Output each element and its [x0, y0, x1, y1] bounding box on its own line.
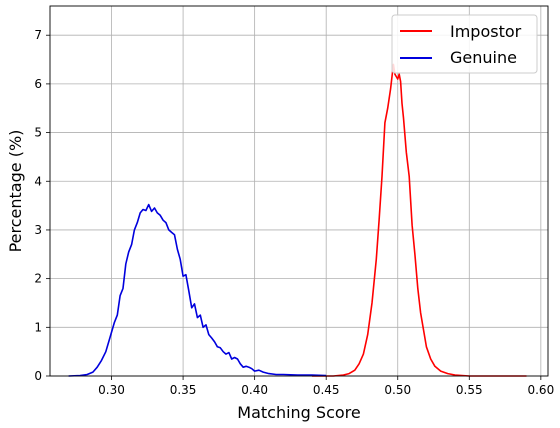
series-layer — [68, 63, 527, 377]
y-tick-label: 5 — [34, 126, 42, 140]
x-tick-label: 0.40 — [241, 383, 268, 397]
x-tick-label: 0.55 — [456, 383, 483, 397]
axis-ticks: 0.30 0.35 0.40 0.45 0.50 0.55 0.60 0 1 2 3 4 5 6 7 — [34, 28, 554, 397]
x-tick-label: 0.35 — [170, 383, 197, 397]
legend-label-impostor: Impostor — [450, 22, 522, 41]
x-tick-label: 0.50 — [384, 383, 411, 397]
y-tick-label: 0 — [34, 369, 42, 383]
y-axis-label: Percentage (%) — [6, 130, 25, 253]
y-tick-label: 3 — [34, 223, 42, 237]
x-tick-label: 0.30 — [98, 383, 125, 397]
y-tick-label: 2 — [34, 272, 42, 286]
y-tick-label: 7 — [34, 28, 42, 42]
series-line-genuine — [68, 203, 327, 377]
x-tick-label: 0.45 — [313, 383, 340, 397]
legend-label-genuine: Genuine — [450, 48, 517, 67]
series-line-impostor — [311, 63, 527, 377]
y-tick-label: 1 — [34, 320, 42, 334]
plot-frame — [49, 5, 549, 377]
x-axis-label: Matching Score — [237, 403, 360, 422]
y-tick-label: 4 — [34, 174, 42, 188]
y-tick-label: 6 — [34, 77, 42, 91]
legend: Impostor Genuine — [391, 14, 538, 74]
x-tick-label: 0.60 — [527, 383, 554, 397]
